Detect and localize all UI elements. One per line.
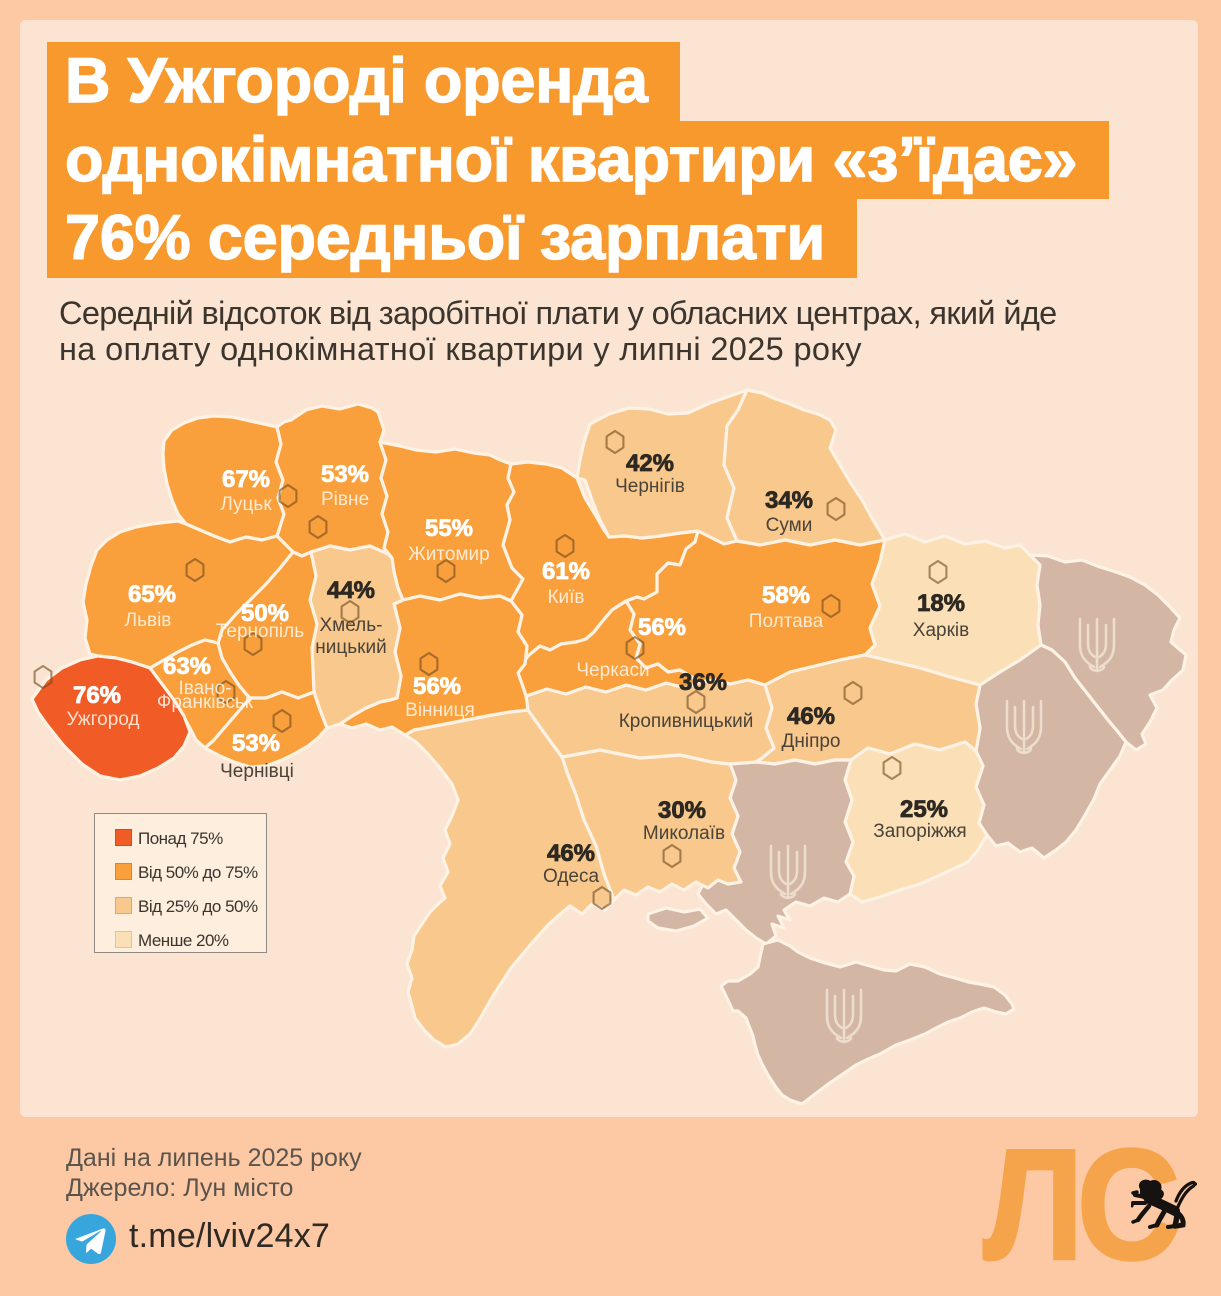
svg-text:Одеса: Одеса: [543, 866, 600, 887]
svg-text:Дніпро: Дніпро: [781, 731, 840, 752]
svg-text:Кропивницький: Кропивницький: [619, 711, 754, 732]
svg-text:Харків: Харків: [913, 620, 969, 641]
svg-text:25%: 25%: [900, 796, 948, 823]
svg-text:Полтава: Полтава: [749, 611, 824, 632]
svg-text:Ужгород: Ужгород: [66, 709, 139, 730]
svg-text:56%: 56%: [638, 614, 686, 641]
svg-text:Черкаси: Черкаси: [576, 660, 649, 681]
svg-text:Чернігів: Чернігів: [615, 476, 685, 497]
svg-text:Київ: Київ: [547, 587, 584, 608]
svg-text:Франківськ: Франківськ: [157, 692, 254, 713]
svg-text:34%: 34%: [765, 487, 813, 514]
svg-text:53%: 53%: [321, 461, 369, 488]
svg-text:Івано-: Івано-: [178, 678, 231, 699]
svg-text:50%: 50%: [241, 600, 289, 627]
svg-text:65%: 65%: [128, 581, 176, 608]
svg-text:18%: 18%: [917, 590, 965, 617]
svg-text:36%: 36%: [679, 669, 727, 696]
svg-text:ницький: ницький: [315, 637, 386, 658]
svg-text:Луцьк: Луцьк: [220, 494, 272, 515]
svg-text:Вінниця: Вінниця: [405, 700, 475, 721]
svg-text:Суми: Суми: [766, 515, 813, 536]
svg-text:Хмель-: Хмель-: [320, 615, 383, 636]
svg-text:76%: 76%: [73, 682, 121, 709]
svg-text:56%: 56%: [413, 673, 461, 700]
svg-text:55%: 55%: [425, 515, 473, 542]
svg-text:30%: 30%: [658, 797, 706, 824]
svg-text:44%: 44%: [327, 577, 375, 604]
svg-text:63%: 63%: [163, 653, 211, 680]
svg-text:Миколаїв: Миколаїв: [643, 823, 725, 844]
svg-text:Житомир: Житомир: [408, 544, 489, 565]
svg-text:Чернівці: Чернівці: [220, 761, 294, 782]
svg-text:42%: 42%: [626, 450, 674, 477]
svg-text:Рівне: Рівне: [321, 489, 369, 510]
svg-text:46%: 46%: [547, 840, 595, 867]
svg-text:46%: 46%: [787, 703, 835, 730]
svg-text:Тернопіль: Тернопіль: [216, 621, 304, 642]
svg-text:Львів: Львів: [125, 610, 172, 631]
svg-text:61%: 61%: [542, 558, 590, 585]
svg-text:Запоріжжя: Запоріжжя: [873, 821, 966, 842]
svg-text:58%: 58%: [762, 582, 810, 609]
svg-text:67%: 67%: [222, 466, 270, 493]
svg-text:53%: 53%: [232, 730, 280, 757]
